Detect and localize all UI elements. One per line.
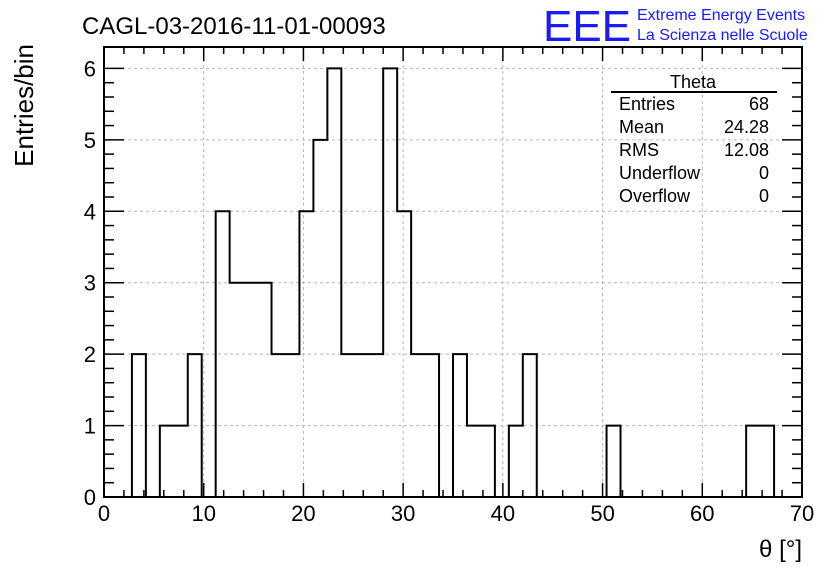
logo-line-1: Extreme Energy Events — [637, 7, 805, 24]
eee-logo: EEE Extreme Energy Events La Scienza nel… — [543, 2, 808, 51]
stats-row-value: 12.08 — [724, 140, 769, 160]
stats-row-label: Overflow — [619, 186, 691, 206]
eee-logo-text: EEE — [543, 2, 631, 51]
axis-ticks — [103, 47, 803, 498]
y-tick-label: 6 — [84, 56, 96, 81]
x-tick-label: 10 — [191, 501, 215, 526]
y-tick-label: 5 — [84, 128, 96, 153]
stats-row-label: Underflow — [619, 163, 701, 183]
stats-row-label: RMS — [619, 140, 659, 160]
stats-row-value: 24.28 — [724, 117, 769, 137]
logo-line-2: La Scienza nelle Scuole — [637, 27, 808, 44]
y-axis-label: Entries/bin — [9, 44, 39, 167]
plot-frame — [103, 46, 803, 498]
x-tick-label: 50 — [590, 501, 614, 526]
y-tick-label: 0 — [84, 485, 96, 510]
x-axis-label: θ [°] — [759, 536, 802, 563]
y-tick-label: 2 — [84, 342, 96, 367]
stats-title: Theta — [670, 72, 717, 92]
stats-row-label: Mean — [619, 117, 664, 137]
y-tick-label: 1 — [84, 414, 96, 439]
histogram-outline — [130, 67, 776, 497]
stats-row-value: 0 — [759, 186, 769, 206]
stats-row-value: 0 — [759, 163, 769, 183]
y-tick-label: 4 — [84, 199, 96, 224]
chart-title: CAGL-03-2016-11-01-00093 — [82, 13, 386, 40]
y-tick-labels: 0 1 2 3 4 5 6 — [84, 56, 96, 510]
x-tick-label: 20 — [291, 501, 315, 526]
y-tick-label: 3 — [84, 271, 96, 296]
stats-row-label: Entries — [619, 94, 675, 114]
x-tick-labels: 0 10 20 30 40 50 60 70 — [98, 501, 814, 526]
x-tick-label: 40 — [491, 501, 515, 526]
x-tick-label: 70 — [790, 501, 814, 526]
x-tick-label: 30 — [391, 501, 415, 526]
stats-row-value: 68 — [749, 94, 769, 114]
stats-box: Theta Entries 68 Mean 24.28 RMS 12.08 Underflo… — [611, 72, 777, 206]
x-tick-label: 60 — [690, 501, 714, 526]
x-tick-label: 0 — [98, 501, 110, 526]
